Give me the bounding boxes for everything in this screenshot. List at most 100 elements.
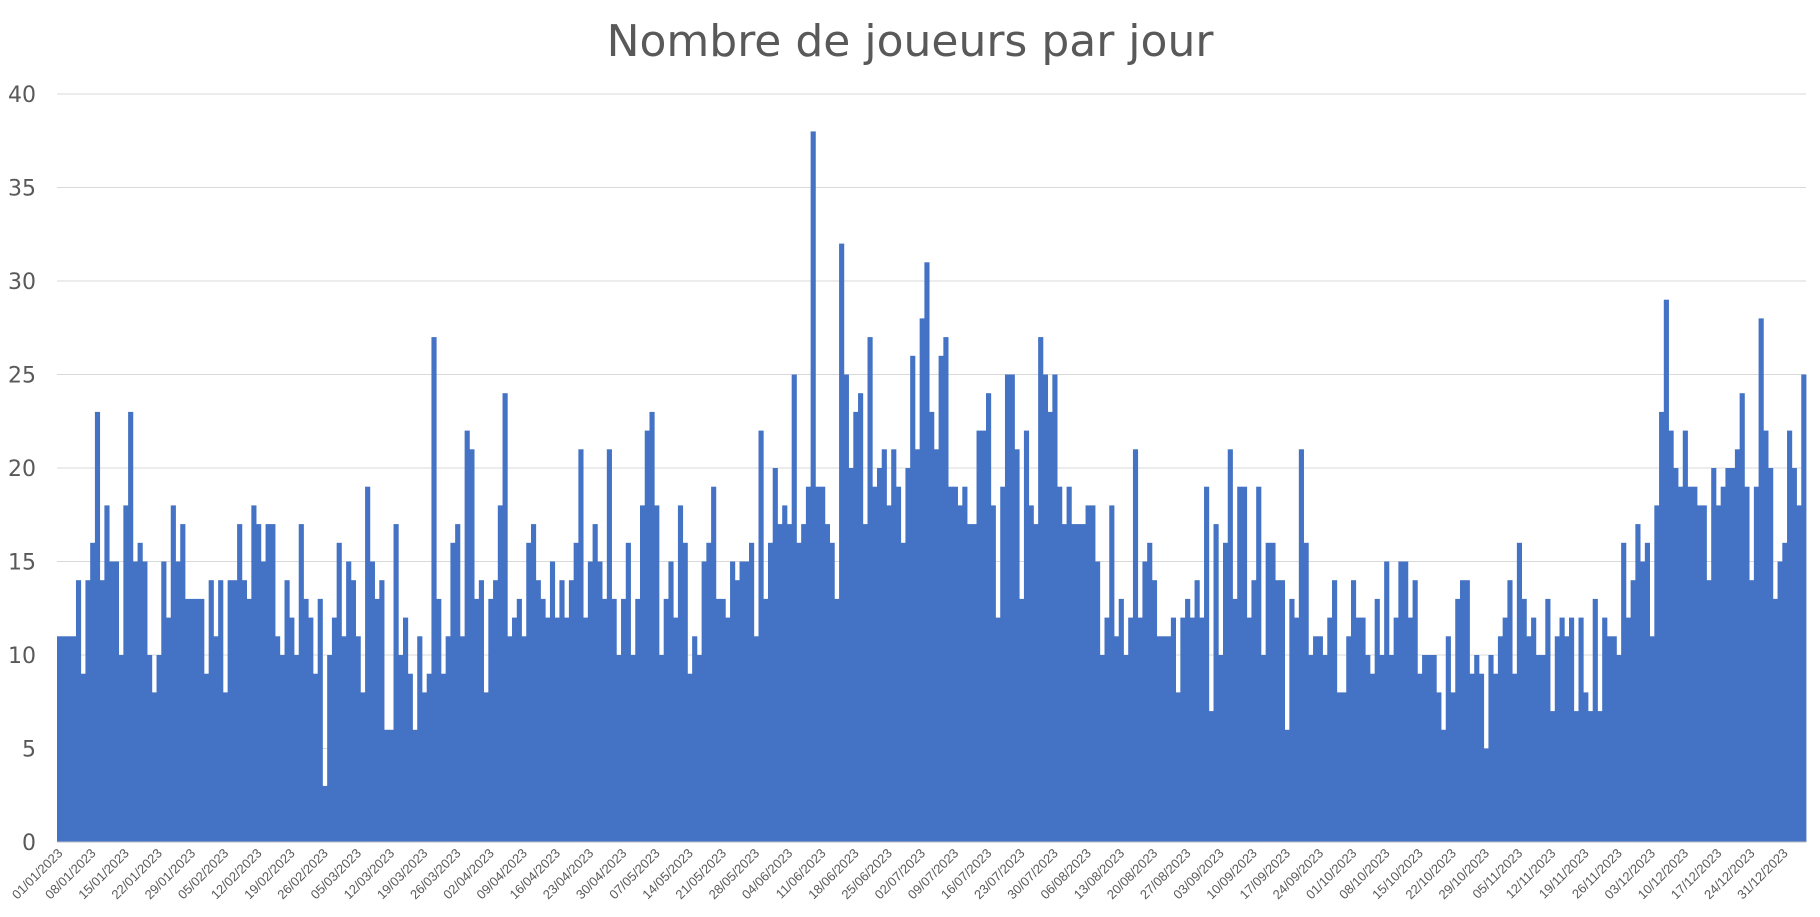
bar (1033, 524, 1039, 842)
bar (137, 542, 143, 842)
bar (1564, 636, 1570, 842)
bar (237, 524, 243, 842)
bar (625, 542, 631, 842)
bar (317, 598, 323, 842)
bar (929, 411, 935, 842)
bar (1403, 561, 1409, 842)
bar (1696, 505, 1703, 842)
bar (914, 449, 921, 842)
bar (891, 449, 897, 842)
bar (1014, 449, 1020, 842)
bar (497, 505, 503, 842)
bar (1502, 617, 1508, 842)
bar (1199, 617, 1205, 842)
bar (573, 542, 579, 842)
bar (346, 561, 352, 842)
bar (1720, 486, 1726, 842)
bar (1080, 524, 1086, 842)
bar (1469, 673, 1475, 842)
bar (990, 505, 996, 842)
bar (777, 524, 783, 842)
bar (1355, 617, 1361, 842)
bar (1521, 598, 1527, 842)
bar (1782, 542, 1788, 842)
bar (1118, 598, 1124, 842)
bar (1450, 692, 1456, 842)
bar (355, 636, 361, 842)
bar (132, 561, 138, 842)
bar (1796, 505, 1802, 842)
bar (1336, 692, 1342, 842)
bar (1436, 692, 1442, 842)
bar (933, 449, 940, 842)
bar (284, 580, 290, 842)
bar (1251, 580, 1257, 842)
bar (1265, 542, 1271, 842)
bar (1204, 486, 1210, 842)
bar (1241, 486, 1248, 842)
bar (1569, 617, 1575, 842)
bar (142, 561, 148, 842)
bar (151, 692, 157, 842)
bar (696, 655, 703, 842)
bar (786, 524, 793, 842)
bar (592, 524, 598, 842)
bar (895, 486, 902, 842)
bar (1422, 655, 1428, 842)
bar (1668, 430, 1674, 842)
bar (1085, 505, 1091, 842)
bar (948, 486, 954, 842)
bar (260, 561, 266, 842)
bar (725, 617, 731, 842)
bar (1625, 617, 1632, 842)
bar (1284, 729, 1290, 842)
bar (1194, 580, 1200, 842)
bar (820, 486, 826, 842)
bar (298, 524, 304, 842)
bar (279, 655, 285, 842)
bar (516, 598, 522, 842)
bar (109, 561, 115, 842)
bar (801, 524, 807, 842)
bar (1327, 617, 1333, 842)
bar (94, 411, 101, 842)
bar (1540, 655, 1546, 842)
bar (578, 449, 584, 842)
bar (1137, 617, 1143, 842)
y-tick-label: 20 (8, 457, 36, 482)
bar (322, 785, 328, 842)
bar (251, 505, 257, 842)
bar (493, 580, 499, 842)
bar (1298, 449, 1304, 842)
bar (459, 636, 466, 842)
bar (706, 542, 712, 842)
bar (971, 524, 977, 842)
bar (1341, 692, 1347, 842)
bar (1246, 617, 1252, 842)
bar (1071, 524, 1077, 842)
bar (602, 598, 608, 842)
bar (412, 729, 418, 842)
bar (1004, 374, 1011, 842)
bar (336, 542, 342, 842)
bar (327, 655, 333, 842)
bar (440, 673, 447, 842)
bar (1256, 486, 1262, 842)
bar (1478, 673, 1485, 842)
y-tick-label: 25 (8, 364, 36, 389)
bar (194, 598, 200, 842)
bar (1597, 711, 1603, 842)
bar (478, 580, 484, 842)
bar (1170, 617, 1177, 842)
bar (815, 486, 821, 842)
bar (957, 505, 963, 842)
bar (867, 337, 873, 842)
bar (559, 580, 565, 842)
bar (858, 393, 864, 842)
bar (1218, 655, 1224, 842)
bar (289, 617, 295, 842)
bar (1753, 486, 1760, 842)
bar (952, 486, 958, 842)
bar (203, 673, 210, 842)
bar (469, 449, 475, 842)
